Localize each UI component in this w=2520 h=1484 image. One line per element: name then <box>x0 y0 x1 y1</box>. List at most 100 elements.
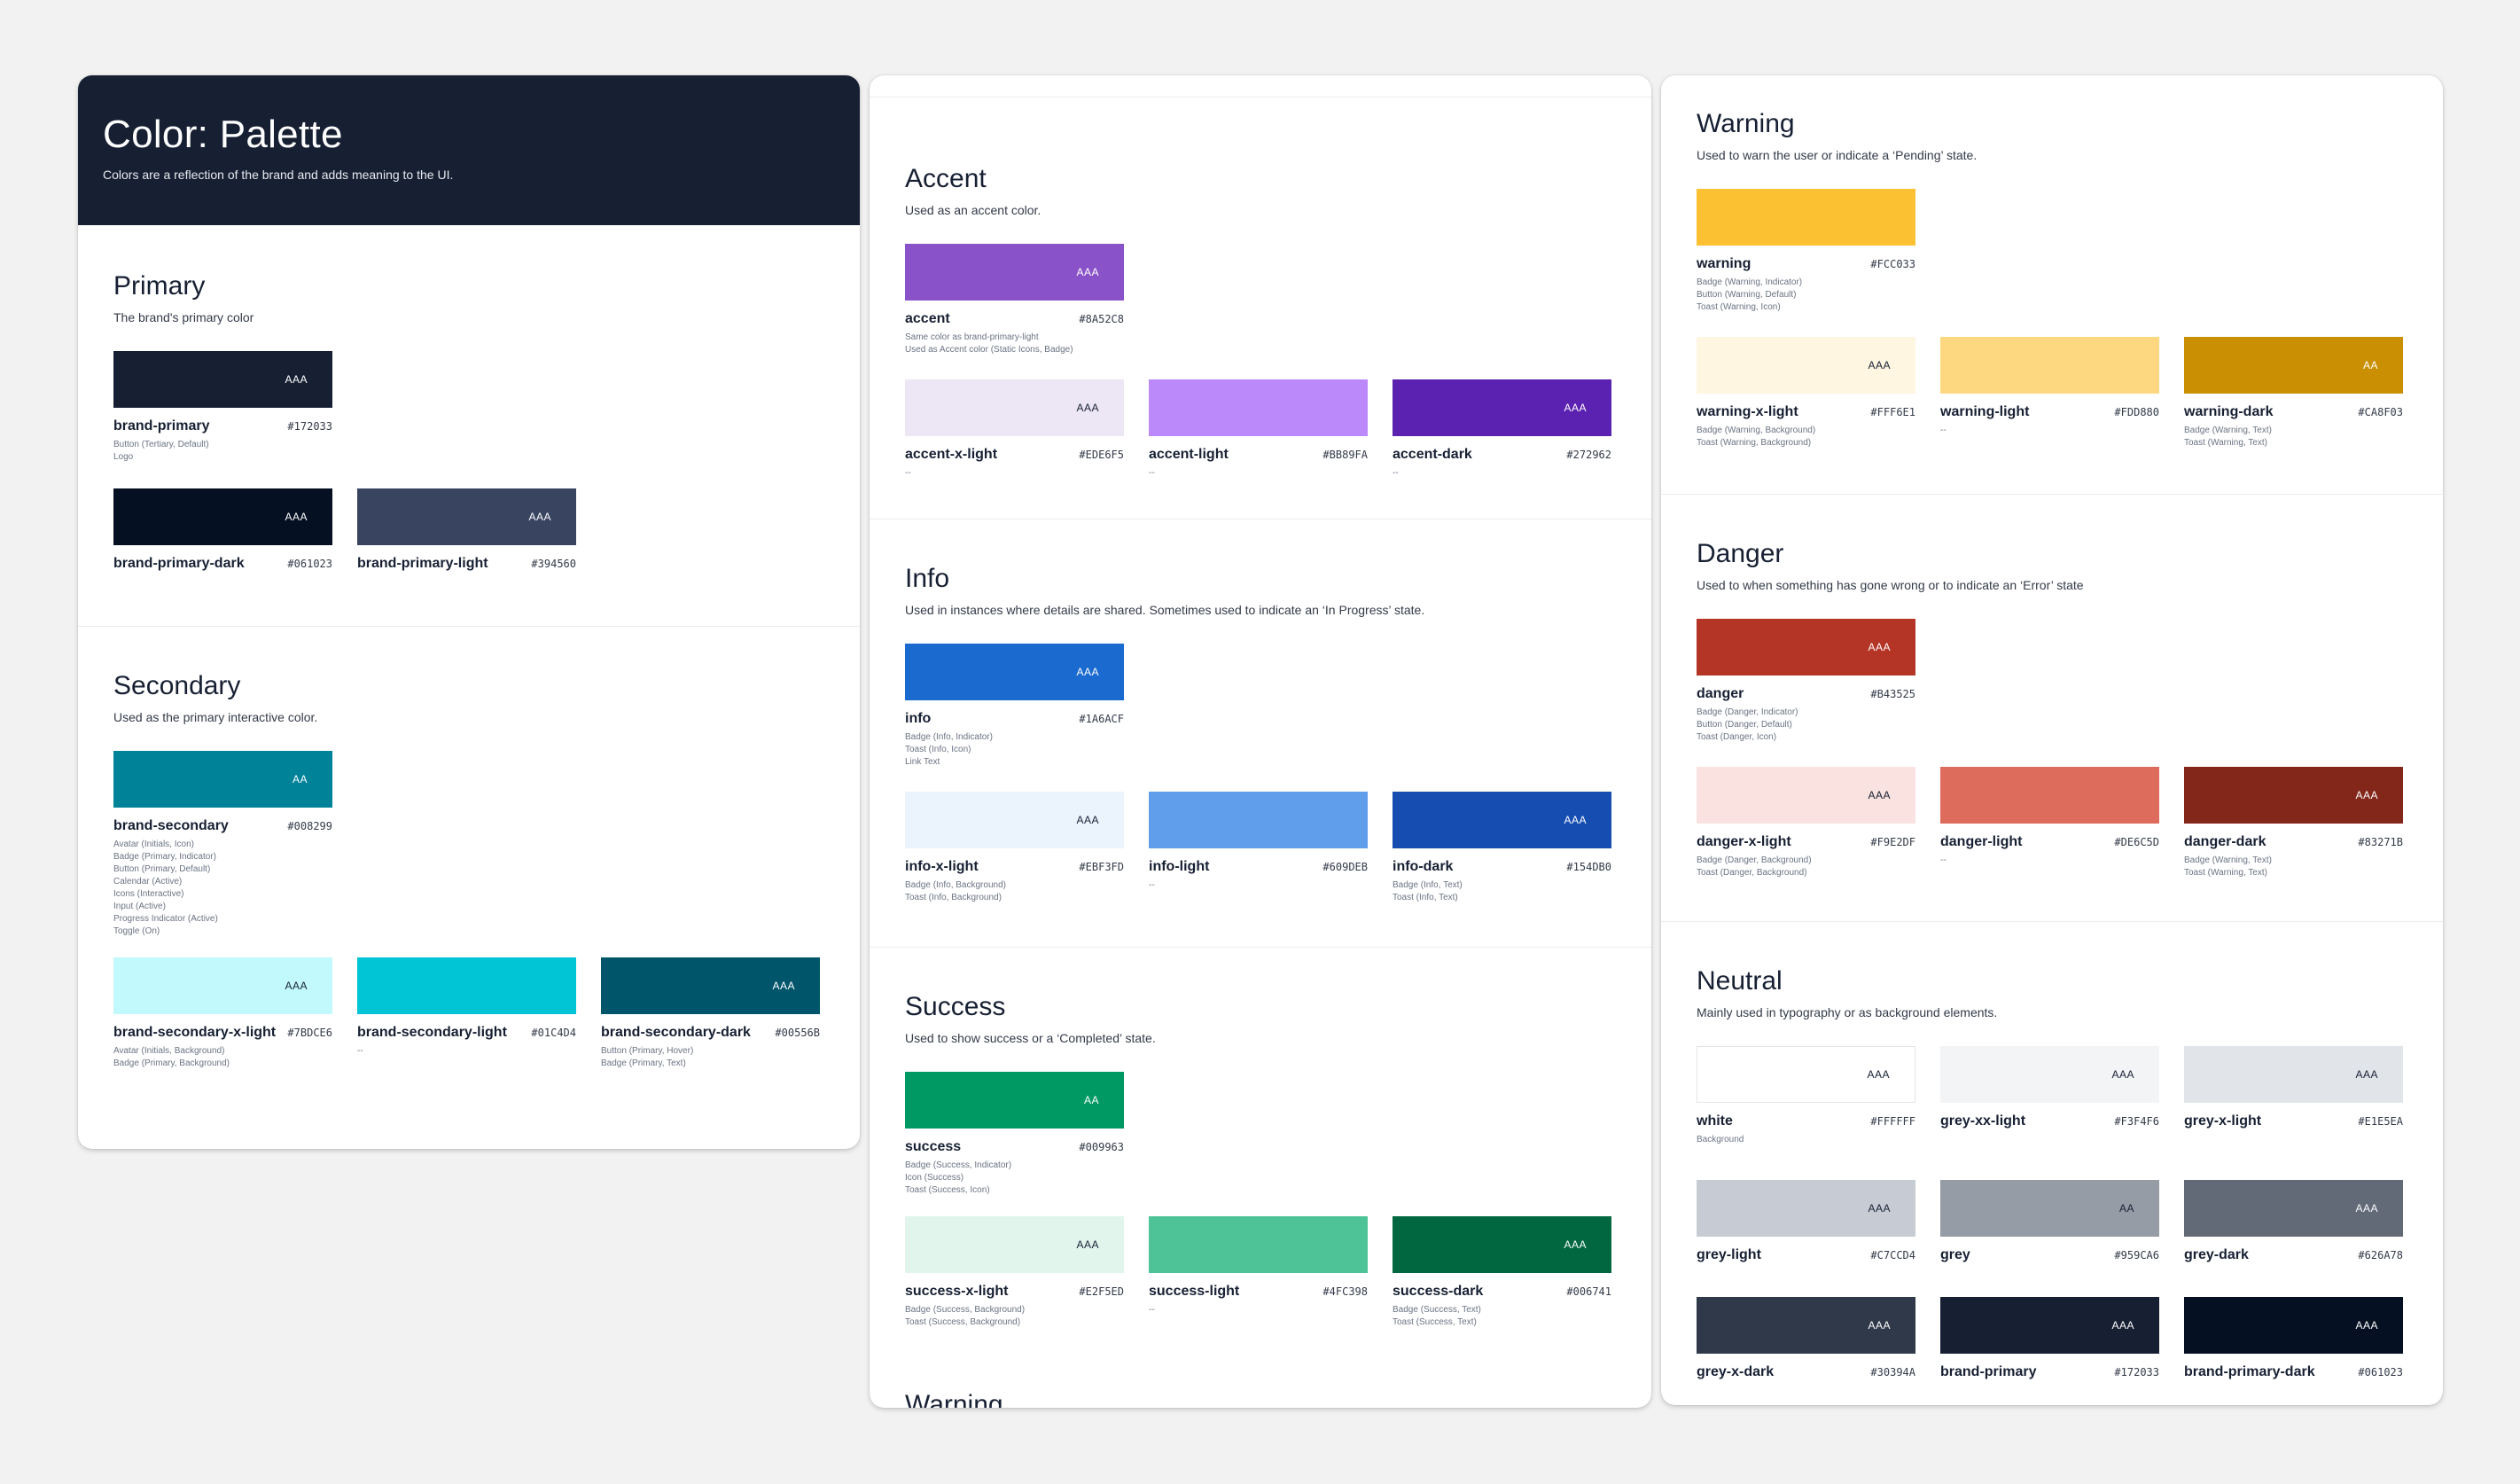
color-swatch: success-light #4FC398 -- <box>1149 1216 1368 1329</box>
color-swatch: AAA grey-xx-light #F3F4F6 <box>1940 1046 2159 1146</box>
contrast-rating: AAA <box>2111 1319 2134 1332</box>
page-header: Color: Palette Colors are a reflection o… <box>78 75 860 225</box>
usage-notes: Badge (Danger, Background) Toast (Danger,… <box>1697 855 1915 879</box>
contrast-rating: AAA <box>2355 1319 2378 1332</box>
swatch-meta: accent-x-light #EDE6F5 <box>905 447 1124 463</box>
contrast-rating: AAA <box>528 511 551 523</box>
color-chip: AAA <box>1697 1046 1915 1103</box>
usage-notes: -- <box>1940 855 2159 867</box>
color-token-name: brand-primary-light <box>357 556 488 571</box>
color-token-name: grey-light <box>1697 1247 1761 1262</box>
usage-note: Avatar (Initials, Background) <box>113 1046 225 1056</box>
color-chip: AAA <box>2184 1046 2403 1103</box>
color-token-name: brand-primary <box>1940 1364 2037 1379</box>
color-hex-value: #00556B <box>775 1027 820 1039</box>
usage-note: Input (Active) <box>113 902 166 911</box>
usage-note: Badge (Success, Text) <box>1393 1305 1481 1315</box>
color-swatch: AAA accent-x-light #EDE6F5 -- <box>905 379 1124 480</box>
contrast-rating: AAA <box>1868 1202 1891 1215</box>
color-token-name: brand-primary-dark <box>2184 1364 2315 1379</box>
section-title: Primary <box>113 271 206 301</box>
page-title: Color: Palette <box>103 113 343 156</box>
color-swatch: AAA brand-secondary-x-light #7BDCE6 Avatar … <box>113 957 332 1070</box>
contrast-rating: AAA <box>1076 666 1099 678</box>
color-swatch: AAA brand-secondary-dark #00556B Button (Pr… <box>601 957 820 1070</box>
color-token-name: accent-light <box>1149 447 1229 462</box>
color-token-name: danger-light <box>1940 834 2023 849</box>
usage-note: Avatar (Initials, Icon) <box>113 840 194 849</box>
color-hex-value: #8A52C8 <box>1079 313 1124 325</box>
color-chip: AAA <box>601 957 820 1014</box>
usage-notes: -- <box>1149 879 1368 892</box>
contrast-rating: AA <box>292 773 308 785</box>
usage-note: -- <box>905 468 911 478</box>
contrast-rating: AA <box>2362 359 2378 371</box>
color-chip: AAA <box>113 351 332 408</box>
color-token-name: success-light <box>1149 1284 1240 1299</box>
color-chip: AAA <box>1697 619 1915 676</box>
color-hex-value: #01C4D4 <box>531 1027 576 1039</box>
usage-note: Badge (Success, Background) <box>905 1305 1026 1315</box>
color-chip: AAA <box>113 957 332 1014</box>
color-hex-value: #F9E2DF <box>1870 836 1915 848</box>
color-chip: AAA <box>1697 1180 1915 1237</box>
color-chip <box>1697 189 1915 246</box>
color-token-name: danger-dark <box>2184 834 2266 849</box>
usage-note: Badge (Danger, Background) <box>1697 855 1812 865</box>
usage-note: -- <box>357 1046 363 1056</box>
usage-note: -- <box>1149 468 1155 478</box>
usage-note: Toggle (On) <box>113 926 160 936</box>
usage-notes: -- <box>905 467 1124 480</box>
color-hex-value: #394560 <box>531 558 576 570</box>
color-token-name: warning-light <box>1940 404 2030 419</box>
color-hex-value: #EDE6F5 <box>1079 449 1124 461</box>
contrast-rating: AAA <box>285 373 308 386</box>
usage-notes: Badge (Info, Text) Toast (Info, Text) <box>1393 879 1611 904</box>
color-token-name: info-x-light <box>905 859 979 874</box>
color-chip: AAA <box>2184 1180 2403 1237</box>
swatch-row: AAA danger #B43525 Badge (Danger, Indicator… <box>1697 619 2407 744</box>
color-hex-value: #BB89FA <box>1322 449 1368 461</box>
section-description: The brand's primary color <box>113 310 254 324</box>
usage-notes: Background <box>1697 1134 1915 1146</box>
section-title: Success <box>905 992 1006 1021</box>
color-swatch: AAA brand-primary-dark #061023 <box>2184 1297 2403 1380</box>
section-title: Info <box>905 564 950 593</box>
section-title: Warning <box>1697 109 1795 138</box>
swatch-meta: brand-secondary-x-light #7BDCE6 <box>113 1025 332 1041</box>
usage-note: Toast (Warning, Icon) <box>1697 302 1781 312</box>
usage-notes: Badge (Success, Indicator) Icon (Success)… <box>905 1160 1124 1197</box>
swatch-row: AAA white #FFFFFF Background AAA grey-xx-lig… <box>1697 1046 2407 1146</box>
color-token-name: info-light <box>1149 859 1210 874</box>
color-swatch: warning #FCC033 Badge (Warning, Indicator)… <box>1697 189 1915 314</box>
contrast-rating: AAA <box>1076 1238 1099 1251</box>
swatch-meta: danger #B43525 <box>1697 686 1915 702</box>
contrast-rating: AAA <box>2111 1068 2134 1081</box>
color-token-name: accent-x-light <box>905 447 998 462</box>
usage-notes: -- <box>1149 467 1368 480</box>
section-description: Used as an accent color. <box>905 203 1042 217</box>
swatch-meta: danger-light #DE6C5D <box>1940 834 2159 850</box>
usage-note: Toast (Info, Text) <box>1393 893 1458 902</box>
swatch-meta: brand-secondary #008299 <box>113 818 332 834</box>
color-hex-value: #FDD880 <box>2114 406 2159 418</box>
color-hex-value: #1A6ACF <box>1079 713 1124 725</box>
color-hex-value: #FCC033 <box>1870 258 1915 270</box>
usage-note: Same color as brand-primary-light <box>905 332 1039 342</box>
color-token-name: grey <box>1940 1247 1970 1262</box>
color-swatch: warning-light #FDD880 -- <box>1940 337 2159 449</box>
swatch-meta: grey-x-dark #30394A <box>1697 1364 1915 1380</box>
swatch-meta: success #009963 <box>905 1139 1124 1155</box>
usage-note: Icon (Success) <box>905 1173 964 1183</box>
usage-note: Progress Indicator (Active) <box>113 914 218 924</box>
palette-card-primary-secondary: Color: Palette Colors are a reflection o… <box>78 75 860 1149</box>
swatch-meta: accent-dark #272962 <box>1393 447 1611 463</box>
swatch-row: AAA brand-primary-dark #061023 AAA brand-pr… <box>113 488 824 572</box>
usage-notes: Badge (Warning, Indicator) Button (Warnin… <box>1697 277 1915 314</box>
swatch-meta: info #1A6ACF <box>905 711 1124 727</box>
section-accent: Accent Used as an accent color. AAA accen… <box>870 97 1651 519</box>
swatch-meta: brand-primary #172033 <box>113 418 332 434</box>
usage-note: Badge (Info, Text) <box>1393 880 1463 890</box>
usage-note: Badge (Info, Indicator) <box>905 732 993 742</box>
color-swatch: AAA brand-primary #172033 Button (Tertiary,… <box>113 351 332 464</box>
